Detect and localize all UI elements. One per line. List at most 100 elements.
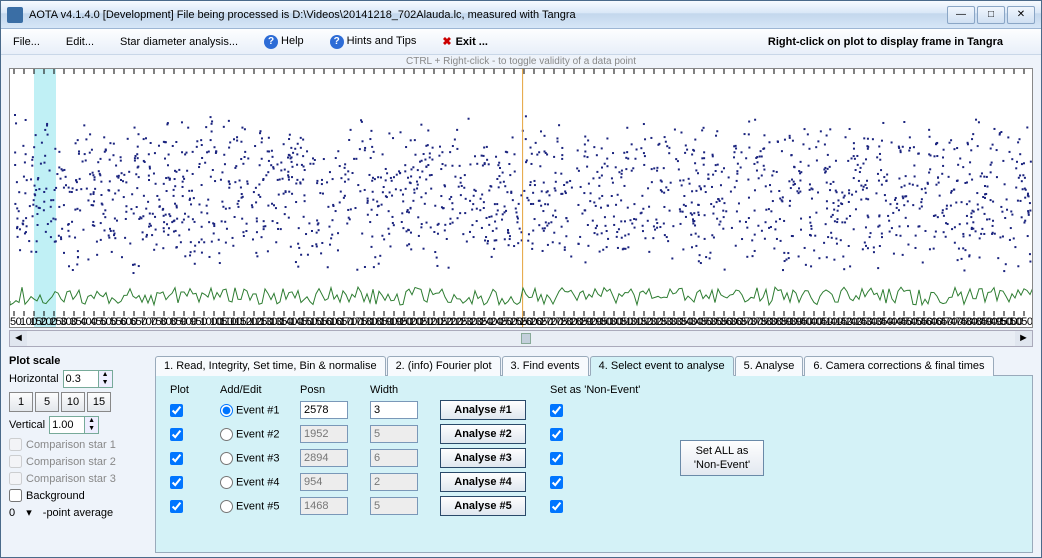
maximize-button[interactable]: □ — [977, 6, 1005, 24]
posn-cell — [300, 497, 360, 515]
width-input-3 — [370, 473, 418, 491]
nonevent-checkbox-1[interactable] — [550, 428, 563, 441]
posn-cell — [300, 473, 360, 491]
width-cell — [370, 449, 430, 467]
titlebar[interactable]: AOTA v4.1.4.0 [Development] File being p… — [1, 1, 1041, 29]
tab-strip: 1. Read, Integrity, Set time, Bin & norm… — [155, 355, 1033, 376]
width-cell — [370, 497, 430, 515]
non-cell — [550, 476, 670, 489]
plot-cell — [170, 428, 210, 441]
nonevent-checkbox-3[interactable] — [550, 476, 563, 489]
event-label[interactable]: Event #2 — [220, 428, 290, 441]
help-menu[interactable]: ?Help — [260, 33, 308, 51]
horizontal-input[interactable] — [63, 370, 99, 388]
posn-cell — [300, 449, 360, 467]
width-input-4 — [370, 497, 418, 515]
preset-15-button[interactable]: 15 — [87, 392, 111, 412]
hints-menu[interactable]: ?Hints and Tips — [326, 33, 421, 51]
posn-input-1 — [300, 425, 348, 443]
width-cell — [370, 473, 430, 491]
width-input-1 — [370, 425, 418, 443]
event-radio-3[interactable] — [220, 476, 233, 489]
spinner-buttons[interactable]: ▲▼ — [99, 370, 113, 388]
horizontal-spinner[interactable]: ▲▼ — [63, 370, 113, 388]
vertical-spinner[interactable]: ▲▼ — [49, 416, 99, 434]
analyse-button-1[interactable]: Analyse #2 — [440, 424, 526, 444]
preset-1-button[interactable]: 1 — [9, 392, 33, 412]
app-icon — [7, 7, 23, 23]
plot-checkbox-3[interactable] — [170, 476, 183, 489]
scroll-left-button[interactable]: ◄ — [10, 331, 27, 346]
comp2-checkbox — [9, 455, 22, 468]
event-radio-0[interactable] — [220, 404, 233, 417]
close-icon: ✖ — [442, 36, 451, 48]
tab-2[interactable]: 3. Find events — [502, 356, 589, 376]
event-label[interactable]: Event #4 — [220, 476, 290, 489]
non-cell — [550, 500, 670, 513]
plot-checkbox-4[interactable] — [170, 500, 183, 513]
event-label[interactable]: Event #1 — [220, 404, 290, 417]
posn-cell — [300, 425, 360, 443]
exit-button[interactable]: ✖Exit ... — [438, 33, 492, 50]
analyse-button-4[interactable]: Analyse #5 — [440, 496, 526, 516]
scroll-right-button[interactable]: ► — [1015, 331, 1032, 346]
analyse-button-3[interactable]: Analyse #4 — [440, 472, 526, 492]
posn-input-0[interactable] — [300, 401, 348, 419]
event-label[interactable]: Event #5 — [220, 500, 290, 513]
preset-5-button[interactable]: 5 — [35, 392, 59, 412]
analyse-cell: Analyse #3 — [440, 448, 540, 468]
plot-checkbox-1[interactable] — [170, 428, 183, 441]
event-radio-2[interactable] — [220, 452, 233, 465]
scale-presets: 1 5 10 15 — [9, 392, 149, 412]
posn-input-2 — [300, 449, 348, 467]
star-diameter-menu[interactable]: Star diameter analysis... — [116, 34, 242, 50]
close-button[interactable]: ✕ — [1007, 6, 1035, 24]
event-radio-1[interactable] — [220, 428, 233, 441]
tab-1[interactable]: 2. (info) Fourier plot — [387, 356, 501, 376]
plot-scale-panel: Plot scale Horizontal ▲▼ 1 5 10 15 Verti… — [9, 355, 149, 553]
hdr-plot: Plot — [170, 384, 210, 396]
analyse-cell: Analyse #1 — [440, 400, 540, 420]
tab-5[interactable]: 6. Camera corrections & final times — [804, 356, 993, 376]
width-cell — [370, 401, 430, 419]
tab-3[interactable]: 4. Select event to analyse — [590, 356, 734, 376]
width-input-0[interactable] — [370, 401, 418, 419]
preset-10-button[interactable]: 10 — [61, 392, 85, 412]
vertical-input[interactable] — [49, 416, 85, 434]
posn-input-3 — [300, 473, 348, 491]
non-cell — [550, 452, 670, 465]
window-controls: — □ ✕ — [947, 6, 1035, 24]
plot-cell — [170, 404, 210, 417]
posn-cell — [300, 401, 360, 419]
tab-0[interactable]: 1. Read, Integrity, Set time, Bin & norm… — [155, 356, 386, 376]
horizontal-scrollbar[interactable]: ◄ ► — [9, 330, 1033, 347]
event-radio-4[interactable] — [220, 500, 233, 513]
help-icon: ? — [264, 35, 278, 49]
plot-instruction: Right-click on plot to display frame in … — [768, 36, 1003, 48]
help-icon: ? — [330, 35, 344, 49]
set-all-nonevent-button[interactable]: Set ALL as'Non-Event' — [680, 440, 764, 476]
analyse-button-0[interactable]: Analyse #1 — [440, 400, 526, 420]
event-label[interactable]: Event #3 — [220, 452, 290, 465]
background-checkbox[interactable] — [9, 489, 22, 502]
tab-4[interactable]: 5. Analyse — [735, 356, 804, 376]
nonevent-checkbox-4[interactable] — [550, 500, 563, 513]
file-menu[interactable]: File... — [9, 34, 44, 50]
background-label: Background — [26, 490, 85, 502]
nonevent-checkbox-0[interactable] — [550, 404, 563, 417]
spinner-buttons[interactable]: ▲▼ — [85, 416, 99, 434]
minimize-button[interactable]: — — [947, 6, 975, 24]
horizontal-label: Horizontal — [9, 373, 59, 385]
light-curve-plot[interactable]: 5010015020025030035040045050055060065070… — [9, 68, 1033, 328]
plot-checkbox-2[interactable] — [170, 452, 183, 465]
edit-menu[interactable]: Edit... — [62, 34, 98, 50]
analyse-button-2[interactable]: Analyse #3 — [440, 448, 526, 468]
toolbar: File... Edit... Star diameter analysis..… — [1, 29, 1041, 55]
dropdown-icon[interactable]: ▾ — [26, 506, 32, 519]
hint-text: CTRL + Right-click - to toggle validity … — [1, 55, 1041, 68]
nonevent-checkbox-2[interactable] — [550, 452, 563, 465]
comp1-checkbox — [9, 438, 22, 451]
plot-checkbox-0[interactable] — [170, 404, 183, 417]
select-event-panel: PlotAdd/EditPosnWidthSet as 'Non-Event' … — [155, 376, 1033, 553]
scroll-thumb[interactable] — [521, 333, 531, 344]
